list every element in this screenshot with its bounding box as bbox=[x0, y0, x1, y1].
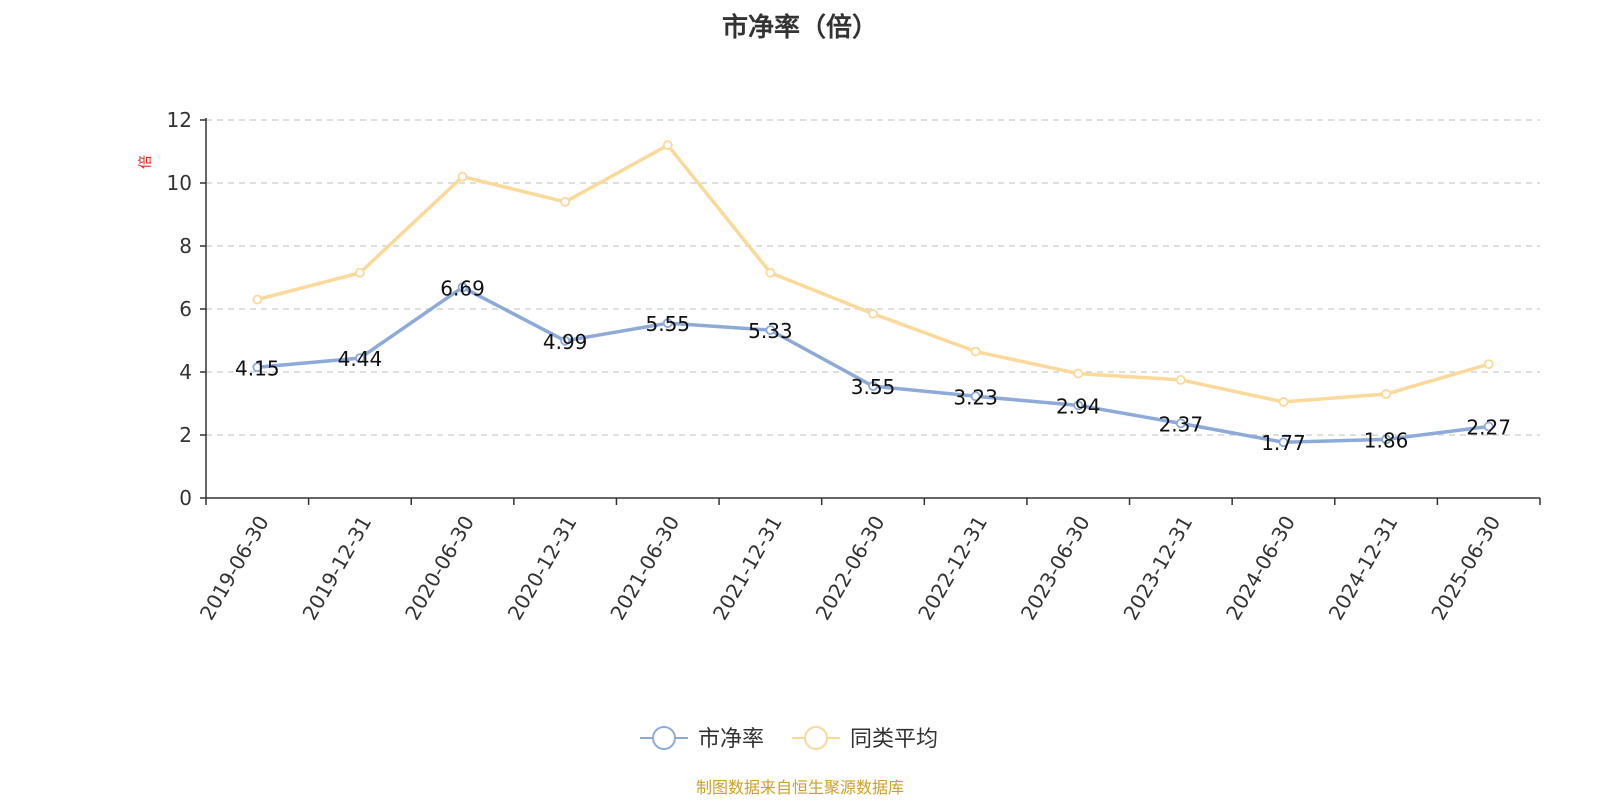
data-point-1 bbox=[1278, 397, 1289, 407]
y-tick-label: 0 bbox=[179, 486, 192, 510]
y-tick-label: 10 bbox=[167, 171, 192, 195]
data-point-0 bbox=[457, 282, 468, 293]
data-label: 4.44 bbox=[338, 347, 383, 371]
legend-marker bbox=[804, 726, 828, 750]
data-point-1 bbox=[662, 140, 673, 151]
data-label: 5.55 bbox=[646, 312, 691, 336]
data-point-0 bbox=[560, 335, 571, 346]
grid-lines bbox=[206, 119, 1540, 436]
x-tick-label: 2024-12-31 bbox=[1324, 512, 1403, 625]
data-label: 1.77 bbox=[1261, 431, 1306, 455]
series-lines bbox=[252, 140, 1494, 448]
data-point-1 bbox=[765, 267, 776, 278]
data-label: 3.55 bbox=[851, 375, 896, 399]
data-point-1 bbox=[1175, 374, 1186, 385]
data-point-1 bbox=[1483, 359, 1494, 370]
legend-item-1[interactable]: 同类平均 bbox=[792, 726, 938, 752]
x-tick-label: 2024-06-30 bbox=[1221, 512, 1300, 625]
data-point-0 bbox=[1278, 437, 1289, 448]
data-label: 5.33 bbox=[748, 319, 793, 343]
y-tick-label: 2 bbox=[179, 423, 192, 447]
x-tick-label: 2023-06-30 bbox=[1016, 512, 1095, 625]
source-note: 制图数据来自恒生聚源数据库 bbox=[696, 778, 904, 797]
data-label: 6.69 bbox=[440, 276, 485, 300]
data-point-0 bbox=[970, 391, 981, 402]
data-point-0 bbox=[868, 381, 878, 392]
data-point-0 bbox=[355, 353, 365, 364]
data-point-1 bbox=[252, 294, 263, 305]
data-point-0 bbox=[1073, 400, 1084, 411]
y-tick-label: 4 bbox=[179, 360, 192, 384]
data-point-1 bbox=[355, 267, 365, 278]
data-labels: 4.15 4.44 6.69 4.99 5.55 5.33 3.55 3.23 2.94 2.37… bbox=[235, 276, 1511, 455]
data-point-0 bbox=[1381, 434, 1391, 445]
data-label: 2.94 bbox=[1056, 394, 1101, 418]
y-tick-label: 6 bbox=[179, 297, 192, 321]
data-point-1 bbox=[457, 171, 468, 182]
data-point-1 bbox=[1073, 368, 1084, 379]
data-point-0 bbox=[252, 362, 263, 373]
x-tick-label: 2020-12-31 bbox=[503, 512, 582, 625]
y-tick-label: 8 bbox=[179, 234, 192, 258]
data-label: 3.23 bbox=[953, 385, 998, 409]
x-tick-label: 2021-12-31 bbox=[708, 512, 787, 625]
x-tick-label: 2021-06-30 bbox=[605, 512, 684, 625]
data-point-0 bbox=[765, 325, 776, 336]
legend[interactable]: 市净率 同类平均 bbox=[640, 726, 938, 752]
legend-label: 市净率 bbox=[698, 727, 764, 752]
data-label: 1.86 bbox=[1364, 428, 1409, 452]
data-label: 2.27 bbox=[1466, 415, 1511, 439]
data-label: 4.15 bbox=[235, 356, 280, 380]
x-tick-label: 2019-12-31 bbox=[297, 512, 376, 625]
x-tick-label: 2022-06-30 bbox=[811, 512, 890, 625]
data-point-0 bbox=[662, 318, 673, 329]
data-point-1 bbox=[970, 346, 981, 357]
data-point-1 bbox=[560, 196, 571, 207]
data-point-0 bbox=[1483, 421, 1494, 432]
legend-marker bbox=[652, 726, 676, 750]
legend-label: 同类平均 bbox=[850, 727, 938, 752]
series-line-1 bbox=[255, 143, 1491, 404]
x-tick-label: 2019-06-30 bbox=[195, 512, 274, 625]
x-tick-label: 2020-06-30 bbox=[400, 512, 479, 625]
y-axis-unit-label: 倍 bbox=[138, 155, 154, 169]
data-label: 2.37 bbox=[1159, 412, 1204, 436]
x-tick-label: 2022-12-31 bbox=[913, 512, 992, 625]
legend-item-0[interactable]: 市净率 bbox=[640, 726, 764, 752]
data-point-1 bbox=[868, 308, 878, 319]
data-point-0 bbox=[1175, 418, 1186, 429]
data-point-1 bbox=[1381, 389, 1391, 399]
chart-title: 市净率（倍） bbox=[722, 12, 878, 43]
x-tick-label: 2025-06-30 bbox=[1426, 512, 1505, 625]
x-tick-label: 2023-12-31 bbox=[1118, 512, 1197, 625]
data-label: 4.99 bbox=[543, 330, 588, 354]
y-tick-label: 12 bbox=[167, 108, 192, 132]
